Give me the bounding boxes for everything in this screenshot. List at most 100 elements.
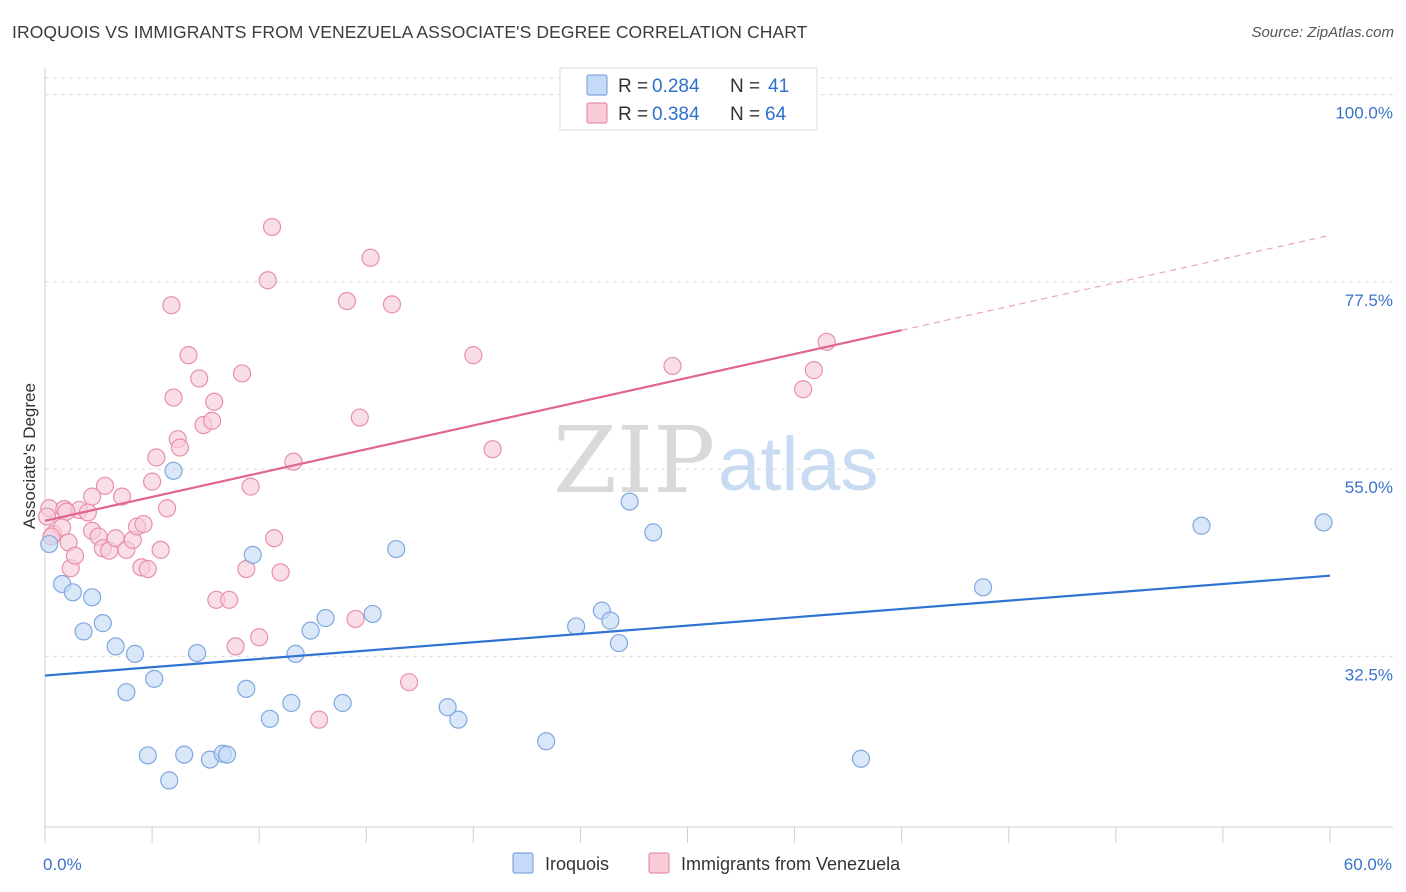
legend-r-label-1: R = bbox=[618, 104, 648, 125]
venezuela-point bbox=[399, 673, 419, 692]
iroquois-point bbox=[145, 669, 164, 688]
iroquois-point bbox=[316, 609, 335, 628]
iroquois-point bbox=[449, 710, 468, 729]
iroquois-point bbox=[160, 771, 179, 790]
iroquois-point bbox=[40, 534, 59, 554]
venezuela-point bbox=[162, 296, 181, 315]
venezuela-point bbox=[271, 563, 290, 582]
venezuela-point bbox=[138, 559, 157, 579]
venezuela-point bbox=[262, 217, 282, 237]
iroquois-point bbox=[973, 578, 993, 597]
venezuela-point bbox=[164, 388, 183, 407]
bottom-legend-swatch-venezuela bbox=[648, 852, 670, 874]
venezuela-point bbox=[265, 529, 284, 548]
iroquois-point bbox=[537, 732, 556, 751]
venezuela-point bbox=[220, 590, 239, 609]
iroquois-point bbox=[387, 539, 406, 559]
venezuela-point bbox=[382, 295, 402, 314]
trend-lines bbox=[44, 234, 1331, 677]
legend-r-label-0: R = bbox=[618, 76, 648, 97]
y-tick-label: 100.0% bbox=[1335, 104, 1393, 123]
correlation-legend: R = 0.284 N = 41 R = 0.384 N = 64 bbox=[559, 67, 818, 131]
legend-n-value-1: 64 bbox=[765, 104, 787, 125]
legend-swatch-iroquois bbox=[586, 74, 608, 96]
iroquois-point bbox=[1192, 516, 1211, 535]
iroquois-point bbox=[63, 583, 82, 602]
venezuela-point bbox=[190, 369, 209, 388]
venezuela-point bbox=[38, 507, 57, 526]
venezuela-point bbox=[483, 440, 502, 459]
legend-n-label-1: N = bbox=[730, 104, 760, 125]
iroquois-point bbox=[851, 749, 871, 768]
venezuela-point bbox=[310, 710, 329, 729]
iroquois-point bbox=[74, 622, 93, 641]
iroquois-point bbox=[83, 588, 102, 607]
venezuela-point bbox=[147, 448, 166, 467]
venezuela-point bbox=[157, 499, 177, 518]
iroquois-point bbox=[175, 745, 194, 764]
pink-series-points bbox=[38, 217, 836, 729]
axes: 32.5% 55.0% 77.5% 100.0% 0.0% 60.0% bbox=[43, 68, 1393, 874]
iroquois-point bbox=[217, 745, 237, 764]
legend-r-value-1: 0.384 bbox=[652, 104, 700, 125]
venezuela-trend-line bbox=[44, 329, 902, 522]
x-tick-label: 60.0% bbox=[1344, 855, 1392, 874]
venezuela-point bbox=[170, 438, 190, 457]
venezuela-point bbox=[134, 514, 153, 534]
venezuela-point bbox=[350, 408, 369, 427]
bottom-legend-label-venezuela: Immigrants from Venezuela bbox=[681, 854, 901, 874]
iroquois-point bbox=[93, 614, 112, 633]
venezuela-point bbox=[205, 392, 224, 411]
iroquois-point bbox=[644, 523, 663, 542]
venezuela-point bbox=[337, 291, 357, 311]
venezuela-point bbox=[65, 546, 85, 565]
chart-title: IROQUOIS VS IMMIGRANTS FROM VENEZUELA AS… bbox=[12, 22, 808, 42]
legend-swatch-venezuela bbox=[586, 102, 608, 124]
iroquois-point bbox=[282, 693, 301, 713]
iroquois-point bbox=[125, 644, 145, 663]
iroquois-point bbox=[333, 693, 352, 713]
venezuela-point bbox=[258, 271, 277, 290]
y-axis-label: Associate's Degree bbox=[20, 383, 39, 529]
venezuela-point bbox=[142, 472, 162, 491]
iroquois-point bbox=[243, 545, 262, 564]
venezuela-point bbox=[361, 248, 380, 267]
venezuela-point bbox=[464, 346, 483, 365]
iroquois-point bbox=[601, 611, 620, 630]
iroquois-point bbox=[106, 637, 125, 656]
iroquois-point bbox=[620, 492, 639, 511]
y-tick-label: 55.0% bbox=[1345, 478, 1393, 497]
iroquois-point bbox=[363, 604, 382, 624]
venezuela-point bbox=[794, 380, 813, 399]
iroquois-point bbox=[301, 621, 320, 640]
legend-n-label-0: N = bbox=[730, 76, 760, 97]
iroquois-point bbox=[237, 679, 256, 698]
bottom-legend-label-iroquois: Iroquois bbox=[545, 854, 609, 874]
iroquois-point bbox=[567, 617, 586, 636]
venezuela-trend-extension bbox=[901, 234, 1331, 331]
venezuela-point bbox=[151, 540, 170, 559]
iroquois-point bbox=[438, 698, 457, 717]
venezuela-point bbox=[202, 411, 222, 430]
legend-n-value-0: 41 bbox=[768, 76, 789, 97]
iroquois-point bbox=[164, 461, 183, 480]
venezuela-point bbox=[226, 637, 245, 656]
series-legend: Iroquois Immigrants from Venezuela bbox=[512, 852, 901, 874]
watermark-atlas: atlas bbox=[718, 422, 879, 507]
venezuela-point bbox=[663, 356, 682, 376]
bottom-legend-swatch-iroquois bbox=[512, 852, 534, 874]
venezuela-point bbox=[95, 476, 115, 495]
y-tick-label: 32.5% bbox=[1345, 665, 1393, 684]
iroquois-point bbox=[138, 746, 157, 765]
iroquois-point bbox=[1314, 513, 1333, 532]
blue-series-points bbox=[40, 461, 1333, 790]
iroquois-point bbox=[260, 709, 279, 728]
venezuela-point bbox=[241, 477, 260, 496]
iroquois-point bbox=[187, 643, 207, 663]
venezuela-point bbox=[179, 346, 198, 365]
venezuela-point bbox=[112, 487, 132, 506]
venezuela-point bbox=[250, 628, 269, 647]
venezuela-point bbox=[804, 361, 823, 380]
legend-r-value-0: 0.284 bbox=[652, 76, 700, 97]
